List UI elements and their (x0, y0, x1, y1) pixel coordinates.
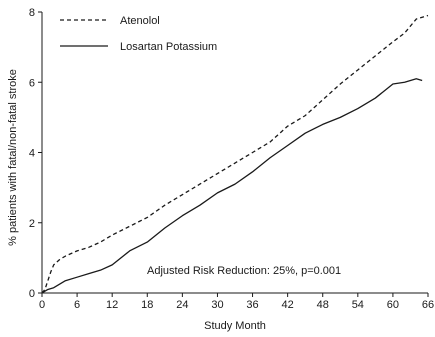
y-tick-label: 2 (29, 218, 35, 230)
x-tick-label: 30 (211, 299, 223, 311)
x-tick-label: 18 (141, 299, 153, 311)
y-tick-label: 0 (29, 288, 35, 300)
x-tick-label: 12 (106, 299, 118, 311)
x-tick-label: 0 (39, 299, 45, 311)
x-tick-label: 60 (387, 299, 399, 311)
x-tick-label: 24 (176, 299, 188, 311)
x-tick-label: 6 (74, 299, 80, 311)
legend-losartan-label: Losartan Potassium (120, 41, 217, 53)
x-tick-label: 42 (282, 299, 294, 311)
x-tick-label: 66 (422, 299, 434, 311)
legend: Atenolol Losartan Potassium (60, 15, 217, 53)
y-tick-label: 6 (29, 77, 35, 89)
x-tick-label: 36 (246, 299, 258, 311)
risk-reduction-annotation: Adjusted Risk Reduction: 25%, p=0.001 (147, 265, 341, 277)
legend-atenolol-label: Atenolol (120, 15, 160, 27)
x-axis-title: Study Month (204, 320, 266, 332)
series-layer (41, 14, 429, 294)
y-axis-title: % patients with fatal/non-fatal stroke (7, 69, 19, 246)
series-atenolol-line (41, 14, 429, 294)
axes (41, 12, 428, 294)
x-tick-label: 48 (317, 299, 329, 311)
x-tick-label: 54 (352, 299, 364, 311)
y-tick-label: 8 (29, 7, 35, 19)
y-tick-label: 4 (29, 148, 35, 160)
series-losartan-line (41, 78, 423, 294)
